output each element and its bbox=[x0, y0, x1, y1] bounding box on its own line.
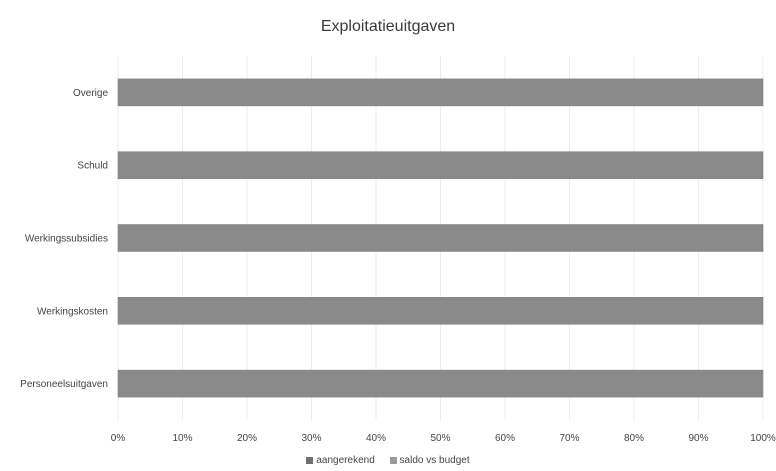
bar-aangerekend-werkingskosten bbox=[117, 297, 763, 325]
chart-title: Exploitatieuitgaven bbox=[320, 18, 456, 35]
x-tick-label: 0% bbox=[111, 433, 126, 444]
legend-item-aangerekend: aangerekend bbox=[306, 455, 375, 466]
legend-swatch-saldo bbox=[389, 457, 397, 464]
category-label: Schuld bbox=[77, 161, 108, 172]
legend-item-saldo: saldo vs budget bbox=[389, 455, 470, 466]
bar-saldo-werkingskosten bbox=[762, 297, 764, 325]
bars-layer bbox=[117, 78, 764, 398]
x-tick-label: 30% bbox=[301, 433, 321, 444]
x-tick-label: 90% bbox=[688, 433, 708, 444]
bar-aangerekend-personeelsuitgaven bbox=[117, 369, 762, 398]
bar-aangerekend-werkingssubsidies bbox=[117, 224, 763, 252]
x-tick-label: 10% bbox=[172, 433, 192, 444]
legend: aangerekend saldo vs budget bbox=[0, 455, 776, 467]
labels-layer: 0% 10% 20% 30% 40% 50% 60% 70% 80% 90% 100% Overige… bbox=[20, 88, 776, 444]
category-label: Overige bbox=[73, 88, 108, 99]
x-tick-label: 40% bbox=[366, 433, 386, 444]
x-tick-label: 70% bbox=[559, 433, 579, 444]
x-tick-label: 20% bbox=[237, 433, 257, 444]
category-label: Werkingssubsidies bbox=[25, 234, 108, 245]
legend-label-saldo: saldo vs budget bbox=[399, 455, 470, 466]
bar-saldo-werkingssubsidies bbox=[762, 224, 764, 252]
x-tick-label: 60% bbox=[495, 433, 515, 444]
x-tick-label: 80% bbox=[624, 433, 644, 444]
legend-swatch-aangerekend bbox=[306, 457, 314, 464]
category-label: Werkingskosten bbox=[37, 306, 108, 317]
x-tick-label: 50% bbox=[430, 433, 450, 444]
category-label: Personeelsuitgaven bbox=[20, 379, 108, 390]
legend-label-aangerekend: aangerekend bbox=[316, 455, 375, 466]
bar-aangerekend-schuld bbox=[117, 151, 764, 179]
bar-saldo-personeelsuitgaven bbox=[761, 369, 764, 398]
bar-aangerekend-overige bbox=[117, 78, 764, 107]
x-tick-label: 100% bbox=[750, 433, 776, 444]
